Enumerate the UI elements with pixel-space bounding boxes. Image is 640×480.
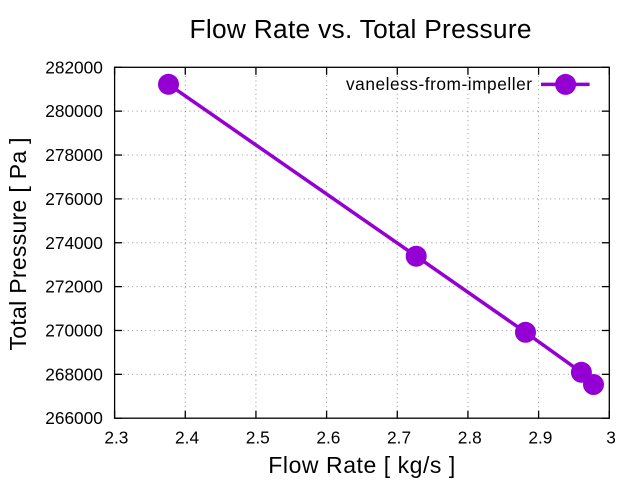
svg-text:Flow Rate vs. Total Pressure: Flow Rate vs. Total Pressure xyxy=(190,14,532,44)
svg-text:276000: 276000 xyxy=(45,189,103,209)
svg-text:2.3: 2.3 xyxy=(104,428,128,448)
svg-text:Total Pressure [ Pa ]: Total Pressure [ Pa ] xyxy=(5,138,31,351)
svg-text:2.7: 2.7 xyxy=(387,428,411,448)
svg-text:272000: 272000 xyxy=(45,277,103,297)
svg-text:282000: 282000 xyxy=(45,57,103,77)
svg-text:2.5: 2.5 xyxy=(246,428,270,448)
svg-text:Flow Rate [ kg/s ]: Flow Rate [ kg/s ] xyxy=(268,452,455,478)
svg-text:3: 3 xyxy=(606,428,616,448)
svg-text:278000: 278000 xyxy=(45,145,103,165)
svg-text:2.4: 2.4 xyxy=(175,428,199,448)
svg-text:2.8: 2.8 xyxy=(458,428,482,448)
svg-text:274000: 274000 xyxy=(45,233,103,253)
svg-text:2.6: 2.6 xyxy=(316,428,340,448)
svg-text:268000: 268000 xyxy=(45,364,103,384)
svg-text:280000: 280000 xyxy=(45,101,103,121)
svg-text:vaneless-from-impeller: vaneless-from-impeller xyxy=(346,74,532,94)
svg-text:2.9: 2.9 xyxy=(528,428,552,448)
svg-text:266000: 266000 xyxy=(45,408,103,428)
svg-text:270000: 270000 xyxy=(45,321,103,341)
